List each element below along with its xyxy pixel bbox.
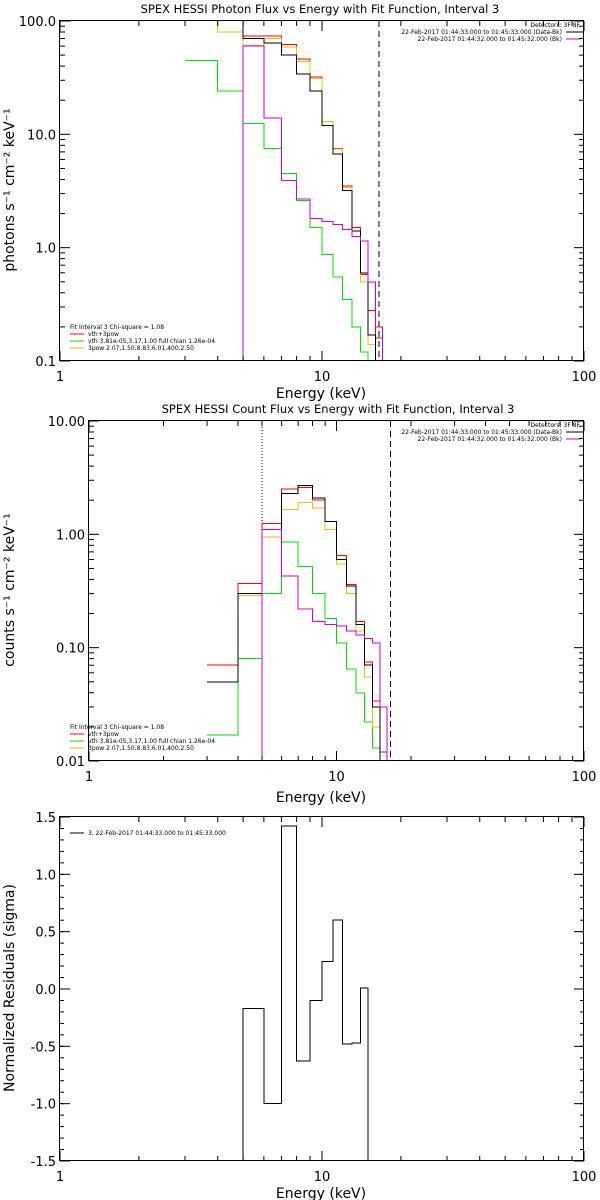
photon-series-2: [185, 59, 369, 361]
count-series-4: [207, 484, 388, 761]
residuals-y-tick-label: 1.5: [35, 811, 56, 826]
residuals-legend: 3, 22-Feb-2017 01:44:33.000 to 01:45:33.…: [70, 830, 226, 837]
count-x-tick-label: 100: [572, 770, 597, 785]
residuals-y-tick-label: 1.0: [35, 868, 56, 883]
residuals-ticks: 1 10 100 -1.5 -1.0 -0.5 0.0 0.5 1.0 1.5: [31, 811, 597, 1185]
count-series-5: [261, 529, 395, 761]
photon-y-tick-label: 1.0: [35, 242, 56, 257]
photon-legend-entry: 3pow 2.07,1.50,8.83,6.01,400,2.50: [88, 345, 194, 352]
photon-legend-entry: vth 3.81e-05,3.17,1.00 full chian 1.26e-…: [88, 338, 215, 345]
count-legend-title: Fit Interval 3 Chi-square = 1.08: [70, 724, 164, 731]
photon-y-tick-label: 10.0: [27, 128, 56, 143]
residuals-panel: 3, 22-Feb-2017 01:44:33.000 to 01:45:33.…: [2, 811, 596, 1200]
photon-legend-left: Fit Interval 3 Chi-square = 1.08vth+3pow…: [70, 324, 215, 352]
residuals-y-tick-label: -0.5: [31, 1040, 56, 1055]
photon-legend-entry: 22-Feb-2017 01:44:33.000 to 01:45:33.000…: [401, 29, 562, 36]
count-series-2: [207, 541, 381, 761]
count-plot-layer: [207, 421, 395, 761]
photon-y-tick-label: 100.0: [19, 15, 56, 30]
count-legend-entry: 22-Feb-2017 01:44:32.000 to 01:45:32.000…: [418, 436, 562, 443]
residuals-plot-layer: [242, 825, 369, 1161]
count-legend-entry: 22-Feb-2017 01:44:33.000 to 01:45:33.000…: [401, 429, 562, 436]
residuals-x-tick-label: 100: [572, 1170, 597, 1185]
residuals-y-tick-label: 0.5: [35, 926, 56, 941]
photon-chart-title: SPEX HESSI Photon Flux vs Energy with Fi…: [141, 2, 500, 16]
count-chart-title: SPEX HESSI Count Flux vs Energy with Fit…: [162, 402, 515, 416]
photon-x-tick-label: 1: [56, 370, 64, 385]
residuals-x-tick-label: 10: [314, 1170, 331, 1185]
photon-legend-entry: 22-Feb-2017 01:44:32.000 to 01:45:32.000…: [418, 36, 562, 43]
count-axis-frame: [88, 420, 584, 761]
photon-ticks: 1 10 100 0.1 1.0 10.0 100.0: [19, 15, 597, 385]
count-x-tick-label: 10: [328, 770, 345, 785]
residuals-y-axis-label: Normalized Residuals (sigma): [2, 884, 18, 1092]
count-x-axis-label: Energy (keV): [276, 790, 366, 806]
residuals-x-tick-label: 1: [56, 1170, 64, 1185]
residuals-legend-entry: 3, 22-Feb-2017 01:44:33.000 to 01:45:33.…: [88, 830, 226, 837]
photon-y-tick-label: 0.1: [35, 355, 56, 370]
count-ticks: 1 10 100 0.01 0.10 1.00 10.00: [48, 415, 597, 785]
photon-x-tick-label: 100: [572, 370, 597, 385]
photon-axis-frame: [59, 20, 584, 361]
photon-flux-panel: SPEX HESSI Photon Flux vs Energy with Fi…: [2, 2, 597, 402]
count-legend-entry: 3pow 2.07,1.50,8.83,6.01,400,2.50: [88, 745, 194, 752]
residuals-y-tick-label: -1.5: [31, 1155, 56, 1170]
photon-legend-entry: vth+3pow: [88, 331, 119, 338]
count-y-tick-label: 0.10: [56, 642, 85, 657]
residuals-series-1: [242, 825, 369, 1161]
count-legend-entry: vth+3pow: [88, 731, 119, 738]
residuals-x-axis-label: Energy (keV): [276, 1186, 366, 1200]
count-legend-entry: vth 3.81e-05,3.17,1.00 full chian 1.26e-…: [88, 738, 215, 745]
count-y-axis-label: counts s⁻¹ cm⁻² keV⁻¹: [2, 513, 18, 667]
residuals-y-tick-label: -1.0: [31, 1098, 56, 1113]
photon-y-axis-label: photons s⁻¹ cm⁻² keV⁻¹: [2, 108, 18, 271]
photon-detectors-label: Detectors: 3F 8F: [530, 22, 580, 29]
count-detectors-label: Detectors: 3F 8F: [530, 422, 580, 429]
photon-series-5: [242, 45, 383, 361]
count-x-tick-label: 1: [85, 770, 93, 785]
photon-plot-layer: [185, 21, 383, 361]
photon-series-4: [242, 21, 376, 361]
photon-x-tick-label: 10: [314, 370, 331, 385]
count-legend-left: Fit Interval 3 Chi-square = 1.08vth+3pow…: [70, 724, 215, 752]
count-flux-panel: SPEX HESSI Count Flux vs Energy with Fit…: [2, 402, 597, 806]
count-y-tick-label: 0.01: [56, 755, 85, 770]
photon-x-axis-label: Energy (keV): [276, 386, 366, 402]
count-y-tick-label: 10.00: [48, 415, 85, 430]
photon-legend-title: Fit Interval 3 Chi-square = 1.08: [70, 324, 164, 331]
residuals-y-tick-label: 0.0: [35, 983, 56, 998]
count-y-tick-label: 1.00: [56, 528, 85, 543]
